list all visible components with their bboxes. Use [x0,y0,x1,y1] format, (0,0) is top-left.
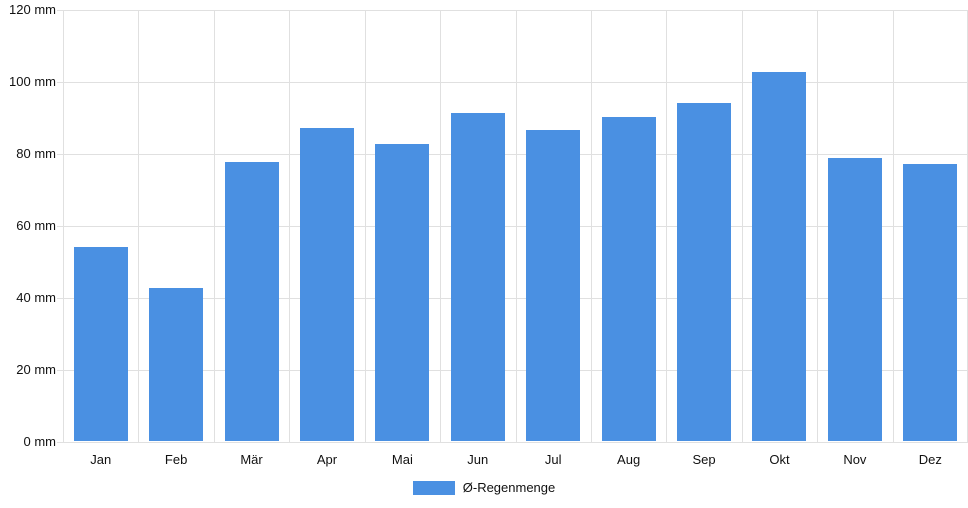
bar-jan[interactable] [73,246,128,441]
x-gridline [364,10,366,442]
x-gridline [138,10,140,442]
y-tick-label: 40 mm [16,290,56,305]
bar-mai[interactable] [375,144,430,441]
bar-apr[interactable] [299,127,354,441]
bar-feb[interactable] [149,288,204,441]
legend-item-regenmenge[interactable]: Ø-Regenmenge [412,480,556,496]
bar-jun[interactable] [450,113,505,441]
y-tick-mark [57,225,63,227]
y-tick-label: 60 mm [16,218,56,233]
bar-jul[interactable] [526,129,581,441]
x-gridline [515,10,517,442]
x-gridline [289,10,291,442]
x-tick-label-mär: Mär [240,452,263,467]
x-gridline [817,10,819,442]
plot-area [63,9,968,443]
x-tick-label-nov: Nov [843,452,867,467]
x-gridline [440,10,442,442]
y-tick-mark [57,153,63,155]
x-tick-label-aug: Aug [617,452,641,467]
x-tick-label-jun: Jun [467,452,489,467]
x-gridline [666,10,668,442]
x-gridline [590,10,592,442]
x-tick-label-jan: Jan [90,452,112,467]
y-tick-label: 120 mm [9,2,56,17]
x-tick-label-okt: Okt [769,452,790,467]
y-tick-mark [57,369,63,371]
x-tick-label-feb: Feb [164,452,188,467]
y-tick-label: 100 mm [9,74,56,89]
legend: Ø-Regenmenge [0,480,968,496]
y-tick-mark [57,441,63,443]
y-tick-label: 0 mm [23,434,57,449]
legend-swatch-icon [412,481,455,495]
x-tick-label-jul: Jul [544,452,562,467]
x-gridline [63,10,64,442]
y-gridline [63,441,968,443]
y-tick-label: 80 mm [16,146,56,161]
y-tick-mark [57,81,63,83]
x-tick-label-apr: Apr [316,452,338,467]
y-tick-label: 20 mm [16,362,56,377]
y-tick-mark [57,9,63,11]
x-gridline [741,10,743,442]
y-tick-mark [57,297,63,299]
x-gridline [213,10,215,442]
x-tick-label-sep: Sep [692,452,716,467]
x-gridline [892,10,894,442]
x-tick-label-dez: Dez [918,452,942,467]
bar-nov[interactable] [827,158,882,441]
bar-okt[interactable] [752,72,807,441]
bar-sep[interactable] [677,102,732,441]
bar-aug[interactable] [601,117,656,441]
legend-label: Ø-Regenmenge [462,480,556,495]
x-tick-label-mai: Mai [391,452,413,467]
bar-mär[interactable] [224,162,279,441]
bar-dez[interactable] [903,163,958,441]
